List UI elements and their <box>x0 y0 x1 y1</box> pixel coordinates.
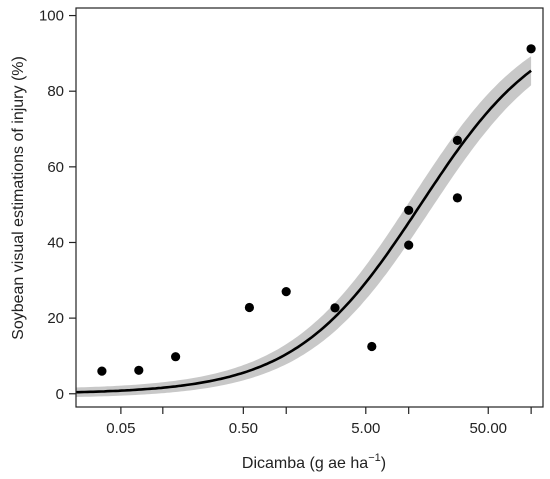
plot-area-border <box>75 7 544 408</box>
y-tick-label: 20 <box>47 310 64 327</box>
data-point <box>367 341 377 352</box>
x-axis-title: Dicamba (g ae ha−1) <box>242 452 386 472</box>
x-axis-title-main: Dicamba (g ae ha <box>242 455 368 472</box>
y-tick-label: 80 <box>47 83 64 100</box>
fit-curve <box>76 69 532 394</box>
y-axis: 0 20 40 60 80 100 <box>39 8 76 403</box>
y-axis-title: Soybean visual estimations of injury (%) <box>10 56 27 340</box>
data-point <box>281 287 291 297</box>
x-axis-title-suffix: ) <box>381 455 386 472</box>
x-axis-title-superscript: −1 <box>368 452 381 464</box>
data-points-layer <box>97 44 536 376</box>
y-tick-label: 60 <box>47 159 64 176</box>
y-tick-label: 40 <box>47 234 64 251</box>
x-axis: 0.05 0.50 5.00 50.00 <box>106 407 532 437</box>
y-tick-label: 100 <box>39 8 64 25</box>
data-point <box>330 303 340 313</box>
x-tick-label: 5.00 <box>351 420 380 437</box>
x-tick-label: 0.05 <box>106 420 135 437</box>
data-point <box>404 205 414 215</box>
data-point <box>134 365 144 375</box>
confidence-band-layer <box>76 56 532 397</box>
data-point <box>171 352 181 362</box>
data-point <box>452 193 462 203</box>
data-point <box>404 240 414 250</box>
data-point <box>526 44 536 54</box>
fit-line-layer <box>76 69 532 394</box>
data-point <box>452 135 462 145</box>
y-tick-label: 0 <box>56 386 64 403</box>
data-point <box>244 302 254 313</box>
x-tick-label: 50.00 <box>469 420 507 437</box>
data-point <box>97 366 107 376</box>
x-tick-label: 0.50 <box>229 420 258 437</box>
confidence-band <box>76 56 532 397</box>
